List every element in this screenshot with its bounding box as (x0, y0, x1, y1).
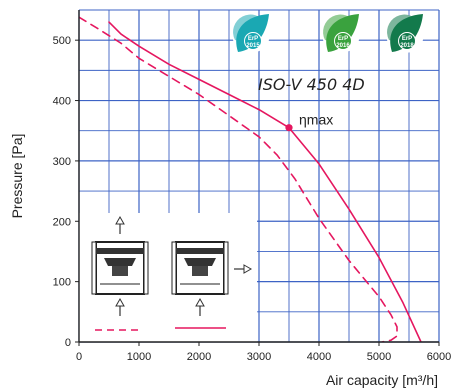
erp-badge-year: 2018 (400, 43, 414, 49)
x-tick-label: 1000 (127, 351, 151, 363)
unit-solid-variant (171, 241, 253, 329)
eta-max-point (285, 124, 293, 132)
y-tick-label: 0 (65, 337, 71, 349)
series-line-solid (108, 21, 422, 342)
x-tick-label: 6000 (427, 351, 451, 363)
x-tick-label: 2000 (187, 351, 211, 363)
unit-dashed-variant (91, 215, 149, 331)
y-tick-label: 200 (53, 216, 71, 228)
x-axis-title: Air capacity [m³/h] (326, 372, 438, 388)
arrow-up-bottom-left-icon (115, 297, 125, 316)
y-axis-title: Pressure [Pa] (9, 134, 25, 219)
eta-max-label: ηmax (299, 112, 333, 128)
arrow-up-top-left-icon (115, 215, 125, 234)
erp-badge-year: 2015 (246, 43, 260, 49)
axes: 0 1000 2000 3000 4000 5000 6000 0 100 200 300 400 50… (53, 10, 451, 363)
series-group (79, 16, 422, 342)
x-tick-label: 4000 (307, 351, 331, 363)
arrow-up-bottom-right-icon (195, 297, 205, 316)
y-tick-label: 300 (53, 156, 71, 168)
erp-badge-label: ErP (402, 36, 412, 42)
x-tick-label: 5000 (367, 351, 391, 363)
annotation-group: ηmax (285, 112, 333, 132)
x-tick-label: 0 (76, 351, 82, 363)
erp-badge-label: ErP (248, 36, 258, 42)
x-tick-label: 3000 (247, 351, 271, 363)
grid (78, 9, 440, 343)
y-tick-label: 100 (53, 277, 71, 289)
model-label: ISO-V 450 4D (258, 75, 365, 94)
arrow-right-icon (234, 264, 253, 274)
y-tick-label: 500 (53, 35, 71, 47)
erp-badge-year: 2016 (336, 43, 350, 49)
unit-box-right-icon (171, 241, 229, 295)
y-tick-label: 400 (53, 96, 71, 108)
series-line-dashed (79, 16, 398, 342)
unit-box-left-icon (91, 241, 149, 295)
erp-badge-label: ErP (338, 36, 348, 42)
